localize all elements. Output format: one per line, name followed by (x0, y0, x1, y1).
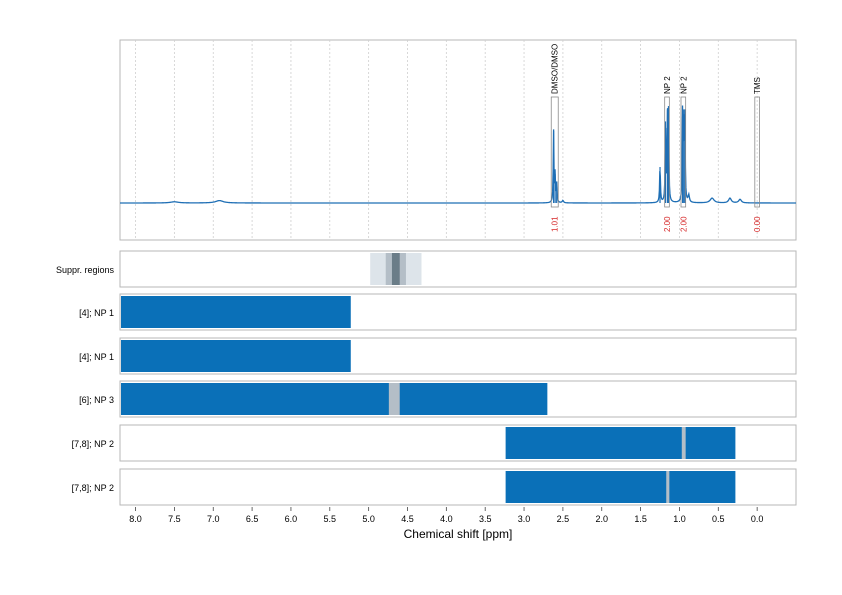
suppression-gap (666, 471, 670, 503)
annotation-integral: 2.00 (679, 216, 688, 232)
coverage-bar (121, 296, 351, 328)
x-tick-label: 6.0 (285, 514, 298, 524)
row-label: [6]; NP 3 (79, 395, 114, 405)
annotation-label: NP 2 (679, 76, 688, 94)
x-tick-label: 3.0 (518, 514, 531, 524)
row-label: [4]; NP 1 (79, 352, 114, 362)
annotation-integral: 2.00 (663, 216, 672, 232)
annotation-box (664, 96, 670, 208)
row-label: [7,8]; NP 2 (72, 439, 114, 449)
row-frame (119, 250, 797, 288)
suppression-gap (681, 427, 686, 459)
annotation-box (754, 96, 760, 208)
x-tick-label: 2.5 (557, 514, 570, 524)
spectrum-frame (119, 39, 797, 241)
coverage-bar (121, 340, 351, 372)
x-axis: 8.0 7.5 7.0 6.5 6.0 5.5 5.0 4.5 4.0 3.5 3.0 2.5 2.0 1… (129, 507, 763, 524)
x-tick-label: 1.5 (634, 514, 647, 524)
x-tick-label: 2.0 (595, 514, 608, 524)
x-tick-label: 1.0 (673, 514, 686, 524)
annotation-box (550, 96, 559, 208)
x-tick-label: 0.0 (751, 514, 764, 524)
annotation-integral: 0.00 (753, 216, 762, 232)
annotation-label: DMSO/DMSO (551, 44, 560, 94)
row-label: [7,8]; NP 2 (72, 483, 114, 493)
x-tick-label: 8.0 (129, 514, 142, 524)
row-label: Suppr. regions (56, 265, 115, 275)
coverage-rows-panel: Suppr. regions [4]; NP 1 [4]; NP 1 [6]; NP … (56, 250, 797, 506)
suppression-band (391, 253, 400, 285)
coverage-bar (121, 383, 548, 415)
annotation-label: NP 2 (663, 76, 672, 94)
x-tick-label: 3.5 (479, 514, 492, 524)
x-tick-label: 4.0 (440, 514, 453, 524)
x-tick-label: 7.5 (168, 514, 181, 524)
spectrum-panel: DMSO/DMSO 1.01 NP 2 2.00 NP 2 2.00 TMS 0.00 (119, 39, 797, 241)
x-axis-label: Chemical shift [ppm] (404, 527, 513, 541)
annotation-box (680, 96, 687, 208)
x-tick-label: 4.5 (401, 514, 414, 524)
x-tick-label: 0.5 (712, 514, 725, 524)
x-tick-label: 7.0 (207, 514, 220, 524)
annotation-integral: 1.01 (551, 216, 560, 232)
annotation-label: TMS (753, 77, 762, 94)
row-label: [4]; NP 1 (79, 308, 114, 318)
x-tick-label: 6.5 (246, 514, 259, 524)
x-tick-label: 5.0 (362, 514, 375, 524)
x-tick-label: 5.5 (324, 514, 337, 524)
suppression-gap (388, 383, 400, 415)
coverage-bar (505, 471, 736, 503)
coverage-bar (505, 427, 736, 459)
